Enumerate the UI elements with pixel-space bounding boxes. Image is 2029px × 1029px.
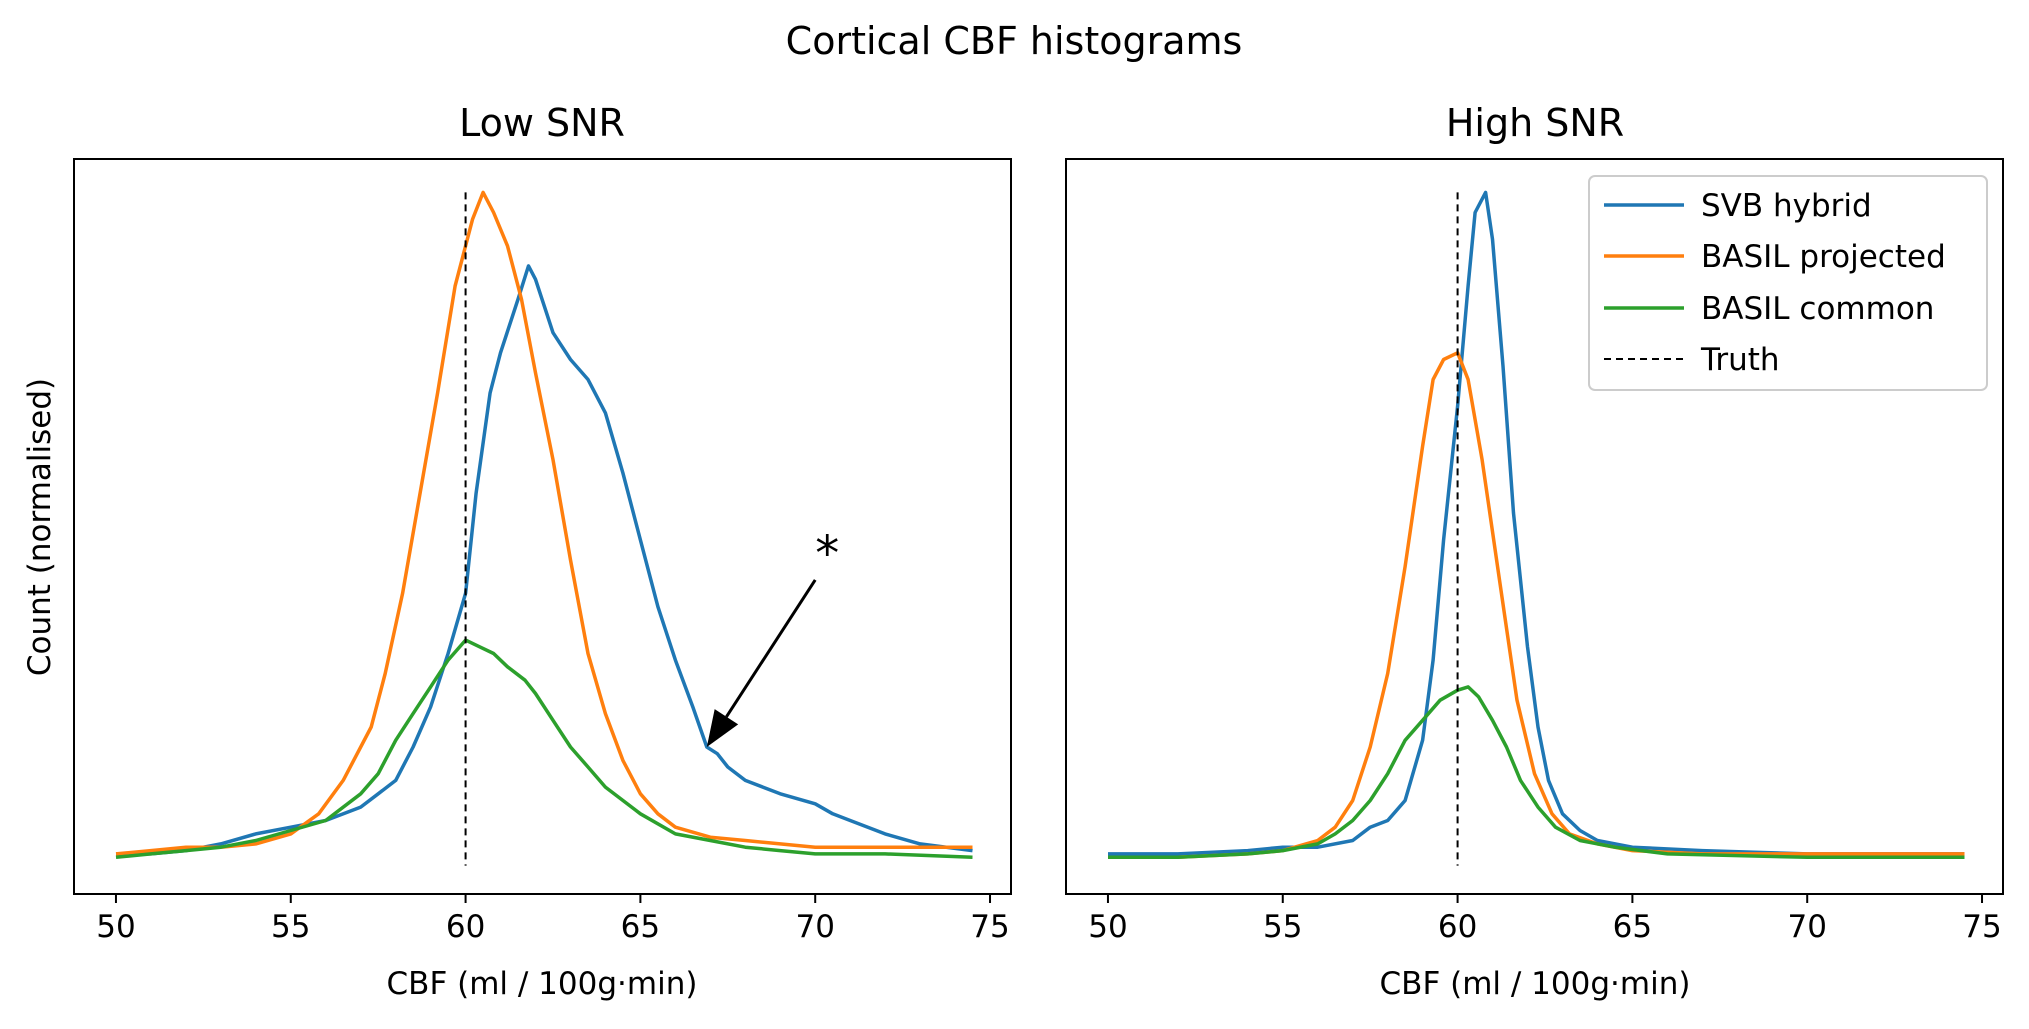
low-snr-lines: * — [115, 190, 973, 866]
legend-item-truth: Truth — [1604, 342, 1780, 378]
high-snr-x-tick-label-60: 60 — [1438, 909, 1477, 945]
high-snr-lines — [1108, 190, 1965, 866]
legend-label-basil-common: BASIL common — [1701, 291, 1934, 327]
low-snr-line-basil-projected — [115, 190, 973, 856]
annotation-arrow-head — [706, 709, 739, 747]
legend-label-truth: Truth — [1700, 342, 1780, 378]
legend-label-basil-projected: BASIL projected — [1701, 239, 1946, 275]
high-snr-x-tick-label-65: 65 — [1613, 909, 1652, 945]
high-snr-x-ticks: 50 55 60 65 70 75 — [1088, 894, 2002, 945]
high-snr-x-label: CBF (ml / 100g·min) — [1380, 966, 1691, 1002]
high-snr-panel: High SNR 50 55 60 65 70 75 CBF (ml / 100g·min… — [1065, 101, 2004, 1002]
low-snr-line-basil-common — [115, 638, 973, 860]
low-snr-title: Low SNR — [459, 101, 625, 145]
y-axis-label: Count (normalised) — [22, 378, 58, 676]
low-snr-x-ticks: 50 55 60 65 70 75 — [96, 894, 1010, 945]
legend-box — [1588, 175, 1988, 391]
high-snr-x-tick-label-55: 55 — [1263, 909, 1302, 945]
low-snr-line-svb-hybrid — [116, 264, 973, 856]
high-snr-title: High SNR — [1446, 101, 1624, 145]
low-snr-x-tick-label-55: 55 — [271, 909, 310, 945]
high-snr-x-tick-label-75: 75 — [1962, 909, 2001, 945]
low-snr-x-tick-label-70: 70 — [795, 909, 834, 945]
low-snr-x-tick-label-65: 65 — [621, 909, 660, 945]
legend-item-svb-hybrid: SVB hybrid — [1604, 188, 1872, 224]
figure-title: Cortical CBF histograms — [786, 19, 1243, 63]
legend-item-basil-projected: BASIL projected — [1604, 239, 1946, 275]
high-snr-frame — [1065, 158, 2004, 895]
low-snr-x-label: CBF (ml / 100g·min) — [387, 966, 698, 1002]
high-snr-line-svb-hybrid — [1108, 190, 1965, 856]
high-snr-x-tick-label-70: 70 — [1787, 909, 1826, 945]
low-snr-x-tick-label-50: 50 — [96, 909, 135, 945]
annotation-asterisk: * — [815, 526, 839, 582]
annotation-arrow-shaft — [725, 579, 817, 718]
low-snr-panel: Low SNR 50 55 60 65 70 75 * CBF (ml / 100g·mi… — [73, 101, 1012, 1002]
legend: SVB hybrid BASIL projected BASIL common … — [1588, 175, 1988, 391]
low-snr-x-tick-label-75: 75 — [970, 909, 1009, 945]
low-snr-x-tick-label-60: 60 — [446, 909, 485, 945]
low-snr-frame — [73, 158, 1012, 895]
high-snr-x-tick-label-50: 50 — [1088, 909, 1127, 945]
high-snr-line-basil-projected — [1108, 351, 1965, 860]
legend-item-basil-common: BASIL common — [1604, 291, 1934, 327]
legend-label-svb-hybrid: SVB hybrid — [1701, 188, 1872, 224]
